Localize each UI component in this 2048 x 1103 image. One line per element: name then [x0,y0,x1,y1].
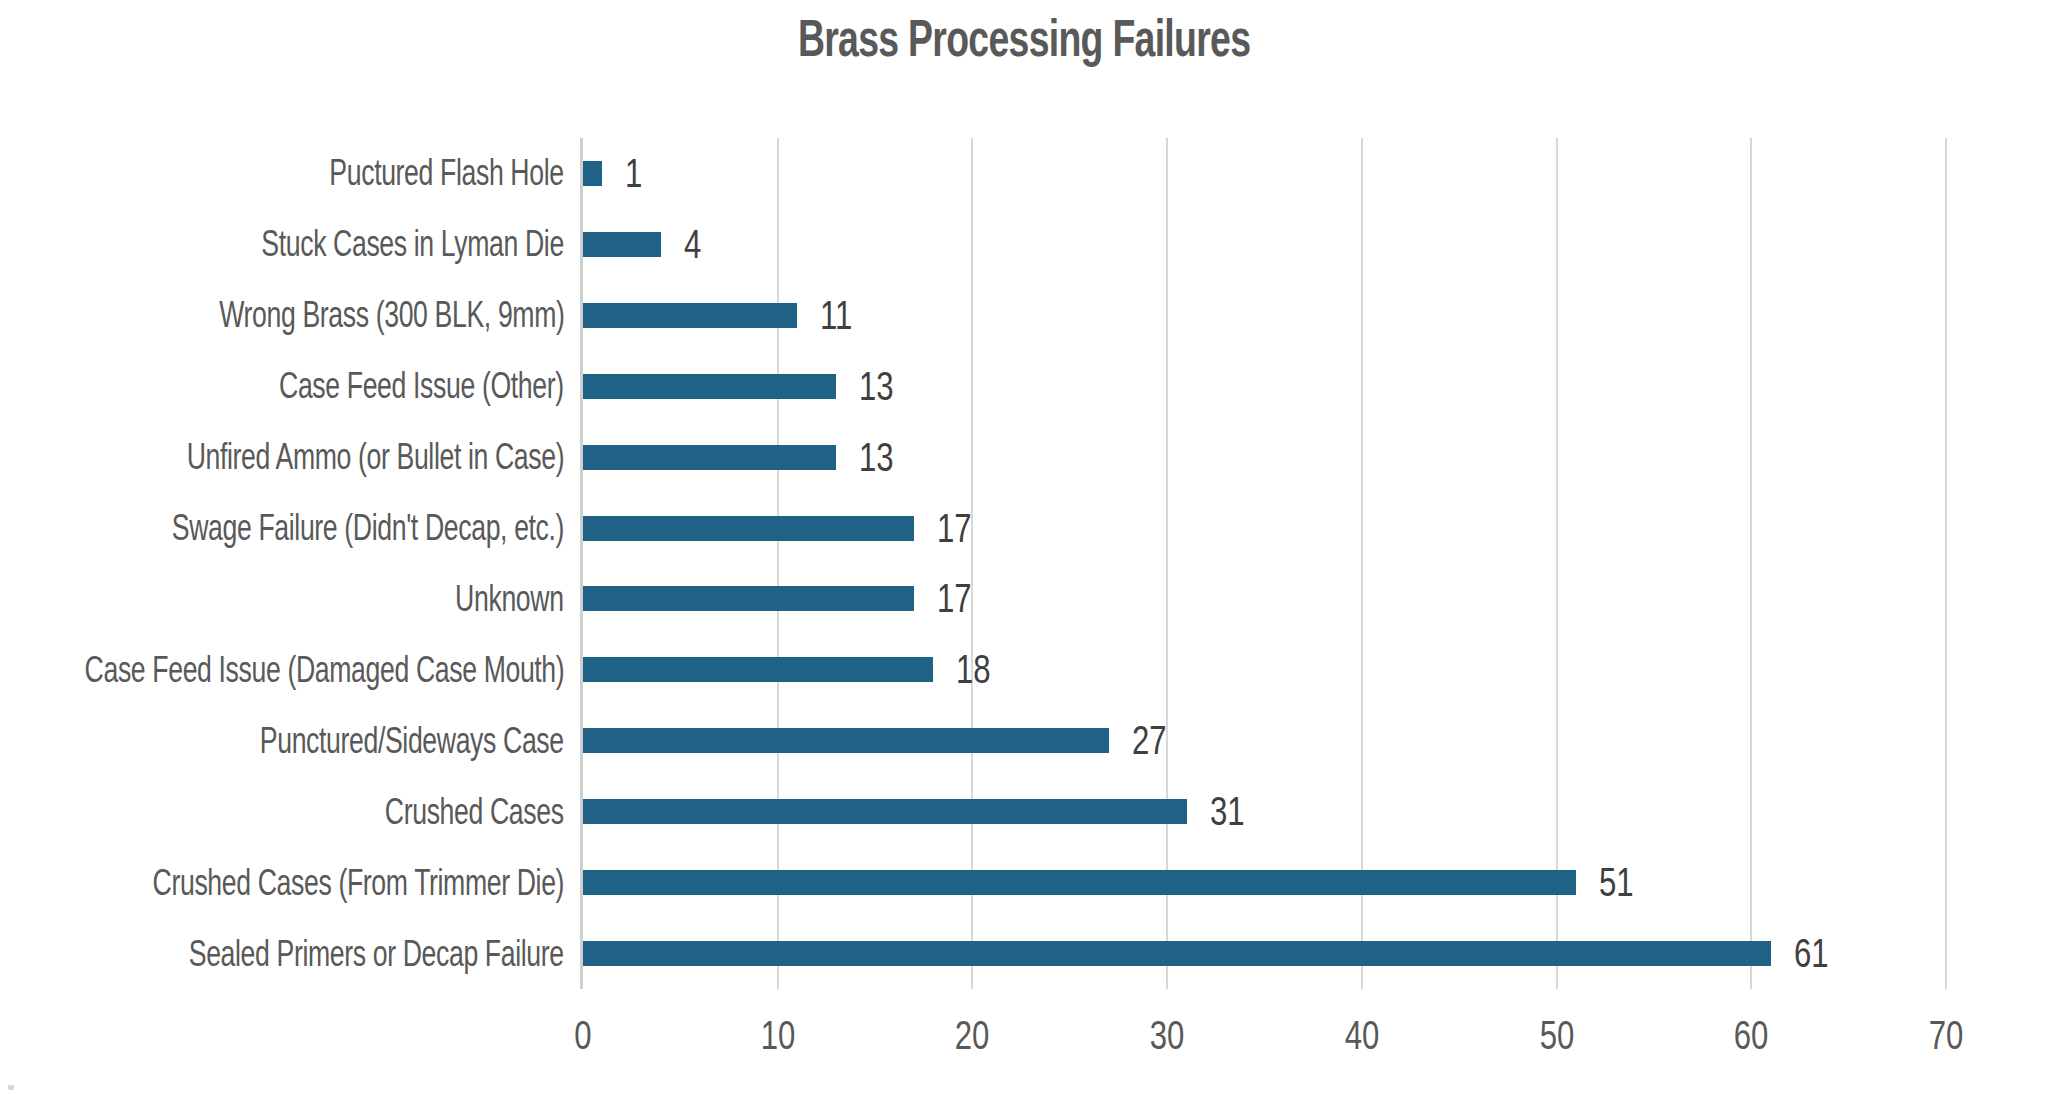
category-label-row: Wrong Brass (300 BLK, 9mm) [0,280,580,351]
category-label: Puctured Flash Hole [330,152,564,194]
bar-value-label: 18 [956,646,991,693]
bar-chart: Brass Processing Failures Puctured Flash… [0,0,2048,1103]
category-label-row: Unknown [0,564,580,635]
category-label-row: Puctured Flash Hole [0,138,580,209]
bar-row: 13 [583,422,1946,493]
category-label: Case Feed Issue (Damaged Case Mouth) [84,649,564,691]
category-label: Wrong Brass (300 BLK, 9mm) [219,294,564,336]
category-label: Stuck Cases in Lyman Die [261,223,564,265]
category-label-row: Sealed Primers or Decap Failure [0,918,580,989]
bar [583,445,836,470]
bar-row: 31 [583,776,1946,847]
bar-row: 11 [583,280,1946,351]
bar-value-label: 1 [625,150,642,197]
category-label-row: Crushed Cases [0,776,580,847]
bar-value-label: 27 [1132,717,1167,764]
bar-value-label: 13 [859,363,894,410]
category-label-row: Swage Failure (Didn't Decap, etc.) [0,493,580,564]
x-tick-label: 20 [919,1012,1025,1059]
category-label-row: Stuck Cases in Lyman Die [0,209,580,280]
x-tick-label: 0 [530,1012,636,1059]
bar [583,303,797,328]
bar-row: 27 [583,705,1946,776]
category-label: Punctured/Sideways Case [260,720,564,762]
bar [583,161,602,186]
x-tick-label: 60 [1698,1012,1804,1059]
smudge-artifact [8,1085,14,1090]
category-label-row: Crushed Cases (From Trimmer Die) [0,847,580,918]
x-tick-label: 50 [1503,1012,1609,1059]
category-label: Crushed Cases [385,791,564,833]
bar-row: 4 [583,209,1946,280]
bar-value-label: 61 [1794,930,1829,977]
chart-title: Brass Processing Failures [0,8,2048,68]
bar [583,870,1576,895]
x-tick-label: 70 [1893,1012,1999,1059]
chart-title-text: Brass Processing Failures [798,8,1250,68]
category-label-row: Case Feed Issue (Damaged Case Mouth) [0,634,580,705]
bar-rows: 1411131317171827315161 [583,138,1946,989]
bar [583,232,661,257]
category-label: Unknown [456,578,564,620]
category-label-row: Unfired Ammo (or Bullet in Case) [0,422,580,493]
category-label-row: Punctured/Sideways Case [0,705,580,776]
bar-value-label: 13 [859,434,894,481]
x-tick-label: 40 [1309,1012,1415,1059]
x-tick-label: 30 [1114,1012,1220,1059]
category-axis-labels: Puctured Flash Hole Stuck Cases in Lyman … [0,138,580,989]
bar [583,516,914,541]
bar-value-label: 17 [937,575,972,622]
bar [583,586,914,611]
bar-value-label: 17 [937,505,972,552]
category-label: Crushed Cases (From Trimmer Die) [152,862,564,904]
category-label: Unfired Ammo (or Bullet in Case) [186,436,564,478]
bar-value-label: 4 [684,221,701,268]
bar-value-label: 11 [820,292,852,339]
bar [583,728,1109,753]
category-label: Sealed Primers or Decap Failure [189,933,564,975]
x-axis-tick-labels: 010203040506070 [583,1012,1946,1072]
category-label: Swage Failure (Didn't Decap, etc.) [172,507,564,549]
chart-body: Puctured Flash Hole Stuck Cases in Lyman … [0,138,2048,989]
bar-value-label: 51 [1599,859,1634,906]
bar-row: 18 [583,634,1946,705]
bar-row: 17 [583,564,1946,635]
bar [583,941,1771,966]
bar-row: 1 [583,138,1946,209]
bar-row: 61 [583,918,1946,989]
bar-row: 13 [583,351,1946,422]
bar [583,657,933,682]
x-tick-label: 10 [725,1012,831,1059]
bar-row: 51 [583,847,1946,918]
category-label: Case Feed Issue (Other) [279,365,564,407]
category-label-row: Case Feed Issue (Other) [0,351,580,422]
bar [583,799,1187,824]
bar-row: 17 [583,493,1946,564]
bar [583,374,836,399]
bar-value-label: 31 [1210,788,1245,835]
plot-area: 1411131317171827315161 [580,138,1946,989]
